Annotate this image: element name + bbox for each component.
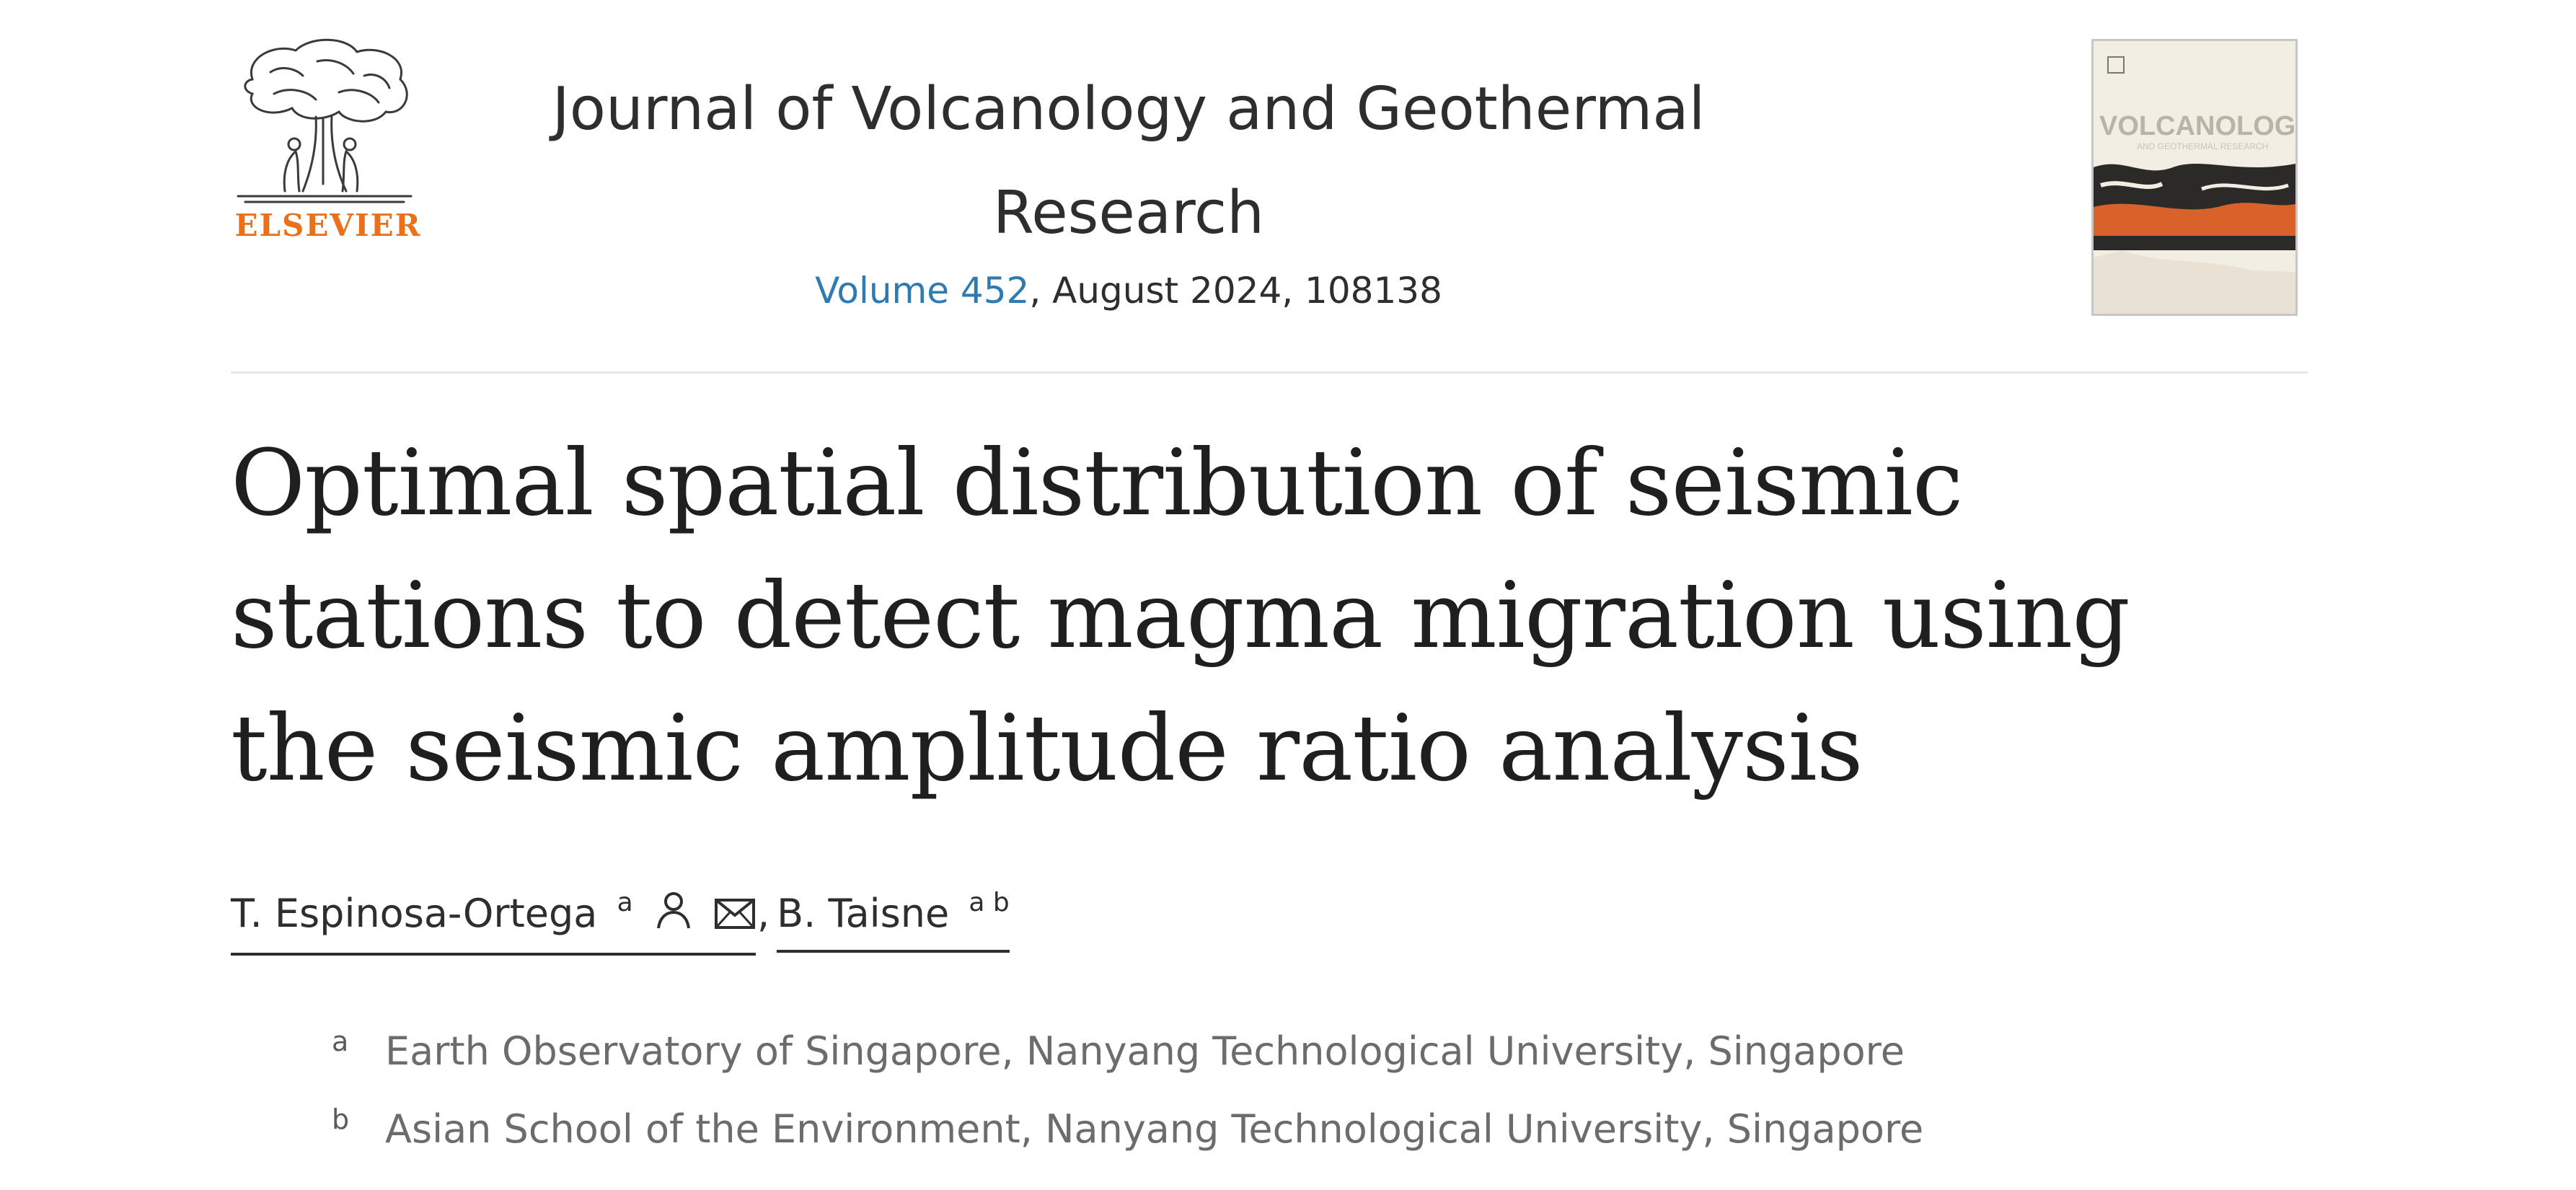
volume-link[interactable]: Volume 452	[815, 270, 1030, 312]
author-separator: ,	[757, 891, 770, 936]
author-link-espinosa-ortega[interactable]: T. Espinosa-Ortega a	[231, 874, 756, 956]
affiliation-label: b	[332, 1103, 350, 1135]
journal-title-link[interactable]: Journal of Volcanology and Geothermal Re…	[552, 75, 1706, 247]
author-affiliation-marks: a b	[969, 888, 1010, 917]
article-header: ELSEVIER Journal of Volcanology and Geot…	[231, 36, 2308, 321]
svg-text:AND GEOTHERMAL RESEARCH: AND GEOTHERMAL RESEARCH	[2137, 141, 2268, 151]
author-list: T. Espinosa-Ortega a , B. Taisne a b	[231, 874, 1010, 956]
journal-citation: Volume 452, August 2024, 108138	[548, 270, 1709, 312]
author-name: B. Taisne	[777, 891, 950, 936]
journal-info: Journal of Volcanology and Geothermal Re…	[548, 58, 1709, 312]
journal-cover-link[interactable]: VOLCANOLOGY AND GEOTHERMAL RESEARCH	[2091, 39, 2298, 316]
affiliation-text: Asian School of the Environment, Nanyang…	[385, 1106, 1924, 1152]
header-divider	[231, 371, 2308, 374]
affiliation-label: a	[332, 1026, 349, 1057]
svg-text:VOLCANOLOGY: VOLCANOLOGY	[2099, 111, 2295, 141]
author-affiliation-marks: a	[617, 888, 633, 917]
person-icon	[656, 888, 692, 946]
envelope-icon	[714, 888, 756, 946]
publisher-wordmark: ELSEVIER	[234, 208, 422, 243]
elsevier-tree-logo-icon	[237, 38, 413, 203]
journal-cover-thumbnail-icon: VOLCANOLOGY AND GEOTHERMAL RESEARCH	[2094, 41, 2295, 314]
article-title: Optimal spatial distribution of seismic …	[231, 430, 2130, 801]
issue-details: , August 2024, 108138	[1029, 270, 1442, 312]
publisher-logo-link[interactable]: ELSEVIER	[231, 36, 425, 252]
author-name: T. Espinosa-Ortega	[231, 891, 598, 936]
affiliation-text: Earth Observatory of Singapore, Nanyang …	[385, 1028, 1905, 1074]
author-link-taisne[interactable]: B. Taisne a b	[777, 874, 1010, 953]
